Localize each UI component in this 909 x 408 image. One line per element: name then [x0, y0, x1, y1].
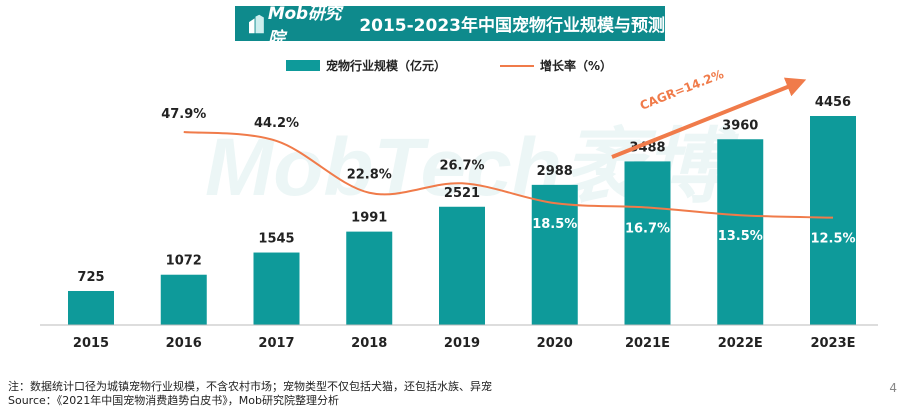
growth-line	[183, 131, 834, 219]
bar-2019	[439, 206, 485, 325]
x-tick-label: 2021E	[625, 336, 670, 351]
title-banner: Mob研究院 2015-2023年中国宠物行业规模与预测	[235, 4, 665, 49]
bar-2018	[346, 231, 393, 325]
page-number: 4	[889, 381, 897, 395]
bar-value-label: 2988	[537, 164, 573, 179]
growth-rate-label: 47.9%	[161, 107, 206, 122]
growth-rate-label: 18.5%	[532, 217, 577, 232]
x-tick-label: 2019	[444, 336, 480, 351]
legend-line-swatch	[500, 64, 534, 67]
growth-rate-label: 26.7%	[439, 158, 484, 173]
legend-bar-swatch	[286, 60, 320, 71]
x-tick-label: 2015	[73, 336, 109, 351]
bar-value-label: 3488	[629, 140, 665, 155]
bar-value-label: 725	[77, 270, 104, 285]
legend-line-label: 增长率（%）	[540, 59, 613, 73]
growth-line-series	[183, 131, 834, 219]
x-tick-label: 2017	[258, 336, 294, 351]
bar-value-label: 1545	[258, 232, 294, 247]
bar-value-label: 1991	[351, 211, 387, 226]
footnote-source: Source：《2021年中国宠物消费趋势白皮书》，Mob研究院整理分析	[8, 394, 339, 407]
logo-text: Mob研究院	[267, 3, 342, 49]
x-tick-label: 2016	[166, 336, 202, 351]
legend-bar-label: 宠物行业规模（亿元）	[326, 59, 447, 73]
growth-rate-label: 12.5%	[810, 232, 855, 247]
legend-item-line: 增长率（%）	[500, 57, 612, 74]
growth-rate-label: 16.7%	[625, 222, 670, 237]
bar-2020	[531, 184, 578, 325]
bar-2021E	[624, 161, 671, 325]
x-tick-label: 2020	[537, 336, 573, 351]
data-labels: 725 1072 1545 1991 2521 2988 3488 3960 4456 47.9%…	[77, 95, 855, 285]
bar-2017	[253, 252, 300, 325]
x-tick-label: 2023E	[810, 336, 855, 351]
chart-legend: 宠物行业规模（亿元） 增长率（%）	[0, 57, 909, 77]
legend-item-bars: 宠物行业规模（亿元）	[286, 57, 446, 74]
bar-2023E	[810, 116, 856, 325]
bar-2016	[160, 274, 207, 325]
mob-logo: Mob研究院	[249, 0, 351, 49]
page-title: 2015-2023年中国宠物行业规模与预测	[359, 16, 665, 36]
bar-value-label: 1072	[166, 254, 202, 269]
cagr-arrow	[611, 77, 807, 159]
bar-2022E	[717, 139, 764, 325]
growth-rate-label: 13.5%	[718, 229, 763, 244]
bar-value-label: 3960	[722, 118, 758, 133]
bar-series	[68, 116, 856, 325]
x-tick-label: 2022E	[718, 336, 763, 351]
growth-rate-label: 22.8%	[347, 168, 392, 183]
bar-value-label: 4456	[815, 95, 851, 110]
growth-rate-label: 44.2%	[254, 116, 299, 131]
x-tick-label: 2018	[351, 336, 387, 351]
bar-value-label: 2521	[444, 186, 480, 201]
bar-2015	[68, 290, 114, 325]
footnote-note: 注：数据统计口径为城镇宠物行业规模，不含农村市场；宠物类型不仅包括犬猫，还包括水…	[8, 380, 492, 393]
cagr-annotation: CAGR=14.2%	[638, 67, 726, 113]
x-tick-labels: 2015 2016 2017 2018 2019 2020 2021E 2022E 2023E	[73, 336, 856, 351]
logo-mark-icon	[249, 14, 264, 33]
